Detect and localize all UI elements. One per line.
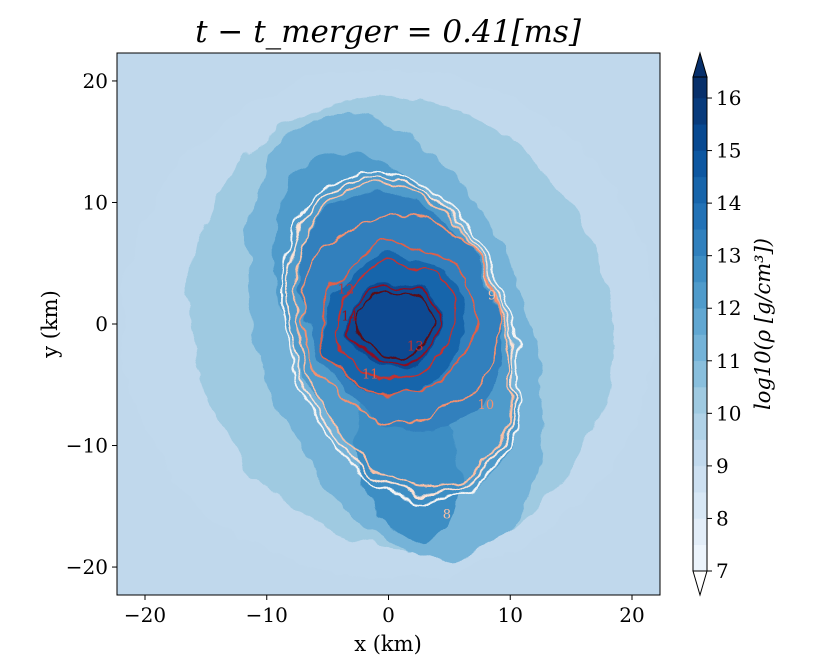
contour-label-3: 11 [362, 368, 379, 383]
colorbar-band [692, 518, 708, 545]
colorbar-band [692, 386, 708, 414]
density-layer [120, 68, 657, 580]
x-axis-label: x (km) [354, 632, 422, 656]
colorbar-frame [692, 76, 708, 572]
colorbar-band [692, 544, 708, 572]
y-tick-label: −10 [66, 434, 108, 458]
colorbar: 7 8 9 10 11 12 13 14 15 16 [692, 51, 741, 597]
colorbar-band [692, 413, 708, 440]
colorbar-extend-min [692, 570, 708, 597]
colorbar-tick-label: 11 [716, 349, 741, 373]
contour-line-9 [285, 175, 516, 497]
y-tick-label: 20 [83, 69, 108, 93]
colorbar-tick-label: 15 [716, 139, 741, 163]
colorbar-band [692, 334, 708, 362]
colorbar-tick-label: 16 [716, 86, 741, 110]
plot-area: 12 14 13 11 10 9 8 [117, 53, 660, 595]
chart-title: t − t_merger = 0.41[ms] [195, 14, 582, 50]
y-tick-label: −20 [66, 555, 108, 579]
density-region-7 [348, 280, 441, 368]
colorbar-tick-label: 7 [716, 559, 729, 583]
colorbar-band [692, 307, 708, 335]
colorbar-band [692, 229, 708, 256]
contour-line-14 [349, 282, 440, 366]
x-tick-label: −20 [124, 603, 166, 627]
x-tick-label: 0 [382, 603, 395, 627]
contour-label-1: 14 [341, 309, 358, 324]
contour-layer [280, 169, 521, 503]
contour-line-12 [319, 242, 478, 393]
y-axis-ticks: −20 −10 0 10 20 [66, 69, 117, 579]
x-tick-label: 10 [498, 603, 523, 627]
x-tick-label: −10 [246, 603, 288, 627]
colorbar-label: log10(ρ [g/cm³]) [751, 238, 775, 410]
colorbar-band [692, 176, 708, 204]
colorbar-tick-label: 10 [716, 401, 741, 425]
colorbar-band [692, 202, 708, 230]
contour-label-5: 9 [488, 289, 496, 304]
x-axis-ticks: −20 −10 0 10 20 [124, 595, 645, 627]
colorbar-band [692, 76, 708, 99]
colorbar-band [692, 439, 708, 467]
colorbar-band [692, 97, 708, 125]
contour-label-2: 13 [407, 340, 424, 355]
colorbar-tick-label: 9 [716, 454, 729, 478]
contour-line-10 [294, 181, 512, 491]
contour-line-11 [301, 214, 501, 422]
colorbar-band [692, 124, 708, 151]
colorbar-band [692, 281, 708, 309]
contour-line-13 [334, 262, 457, 379]
colorbar-tick-label: 14 [716, 191, 741, 215]
y-tick-label: 0 [95, 312, 108, 336]
colorbar-band [692, 491, 708, 519]
contour-line-8 [280, 169, 521, 503]
colorbar-tick-label: 8 [716, 506, 729, 530]
contour-label-4: 10 [478, 398, 495, 413]
colorbar-band [692, 360, 708, 388]
colorbar-band [692, 255, 708, 283]
colorbar-tick-label: 12 [716, 296, 741, 320]
y-axis-label: y (km) [38, 290, 62, 359]
colorbar-band [692, 150, 708, 178]
contour-line-15 [357, 289, 433, 359]
contour-label-6: 8 [443, 507, 451, 522]
y-tick-label: 10 [83, 190, 108, 214]
colorbar-extend-max [692, 51, 708, 78]
colorbar-band [692, 465, 708, 493]
colorbar-tick-label: 13 [716, 244, 741, 268]
x-tick-label: 20 [619, 603, 644, 627]
contour-label-0: 12 [338, 283, 355, 298]
contour-label-layer: 12 14 13 11 10 9 8 [338, 283, 497, 523]
